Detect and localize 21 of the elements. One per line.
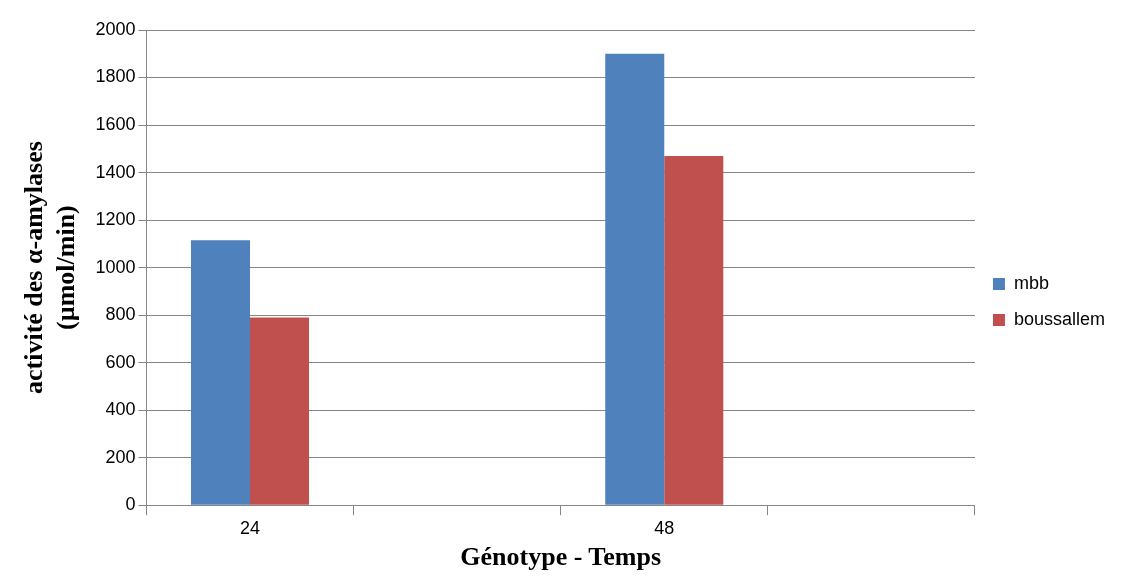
x-axis-title: Génotype - Temps (460, 542, 662, 572)
x-tick-label: 24 (239, 517, 261, 538)
y-tick-label: 1200 (95, 209, 136, 230)
bar (664, 155, 724, 505)
y-tick-label: 800 (105, 304, 136, 325)
y-tick-label: 400 (105, 399, 136, 420)
y-tick-label: 1800 (95, 66, 136, 87)
y-tick-label: 1600 (95, 114, 136, 135)
bar (190, 240, 251, 505)
legend-label: boussallem (1013, 308, 1105, 329)
y-tick-label: 1400 (95, 161, 136, 182)
y-axis-title: activité des α-amylases (µmol/min) (19, 141, 80, 394)
legend-label: mbb (1013, 272, 1049, 293)
bar (250, 317, 310, 505)
x-tick-label: 48 (654, 517, 675, 538)
y-tick-label: 0 (125, 494, 136, 515)
y-tick-label: 1000 (95, 256, 136, 277)
bar (605, 53, 665, 505)
y-tick-label: 600 (105, 351, 136, 372)
y-tick-label: 2000 (95, 18, 136, 39)
y-tick-label: 200 (105, 446, 136, 467)
